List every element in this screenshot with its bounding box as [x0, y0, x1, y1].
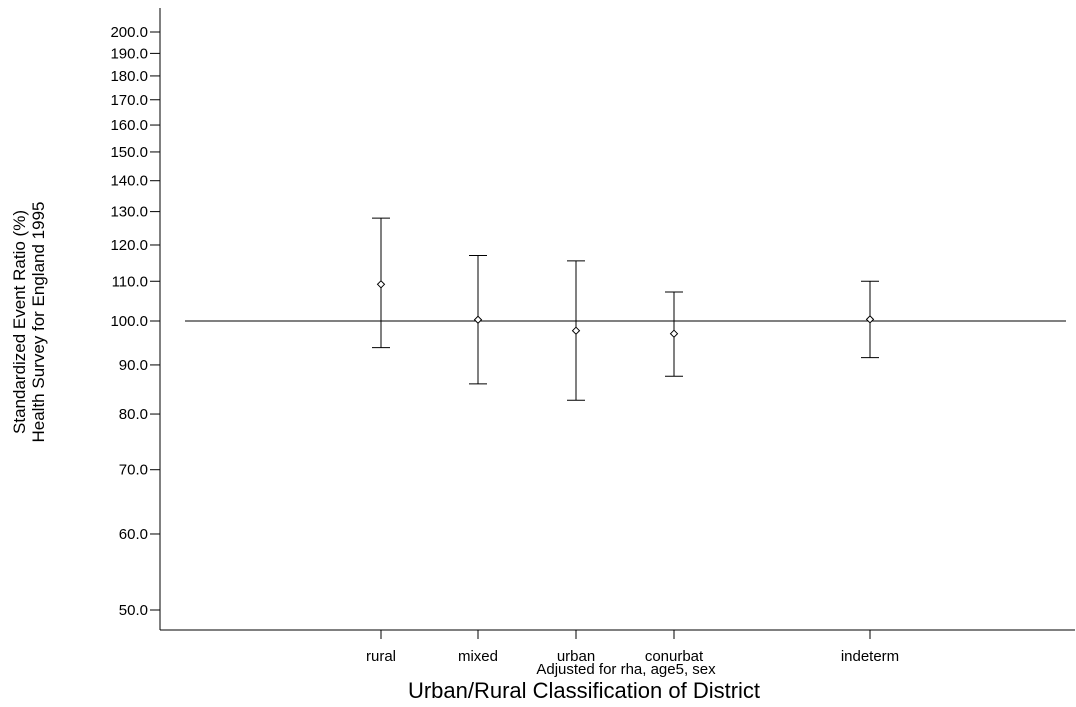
y-tick-label: 150.0	[110, 144, 148, 161]
x-tick-label-mixed: mixed	[458, 648, 498, 665]
y-tick-label: 50.0	[119, 602, 148, 619]
adjustment-note: Adjusted for rha, age5, sex	[536, 661, 716, 678]
y-tick-label: 190.0	[110, 45, 148, 62]
x-category-labels: rural mixed urban conurbat indeterm	[366, 630, 899, 665]
point-conurbat	[669, 329, 679, 338]
y-tick-label: 140.0	[110, 173, 148, 190]
y-tick-label: 200.0	[110, 24, 148, 41]
point-rural	[376, 280, 386, 289]
y-tick-label: 160.0	[110, 117, 148, 134]
point-indeterm	[865, 315, 875, 324]
y-tick-label: 130.0	[110, 204, 148, 221]
y-tick-label: 90.0	[119, 357, 148, 374]
y-tick-label: 170.0	[110, 92, 148, 109]
y-tick-label: 120.0	[110, 237, 148, 254]
y-tick-label: 100.0	[110, 313, 148, 330]
y-axis-title-line1: Standardized Event Ratio (%)	[10, 210, 29, 434]
x-axis-title: Urban/Rural Classification of District	[408, 678, 760, 703]
x-tick-label-urban: urban	[557, 648, 595, 665]
x-tick-label-conurbat: conurbat	[645, 648, 704, 665]
x-tick-label-rural: rural	[366, 648, 396, 665]
y-tick-label: 80.0	[119, 406, 148, 423]
y-ticks: 50.0 60.0 70.0 80.0 90.0 100.0 110.0 120.0 130.0…	[110, 24, 160, 619]
y-axis-title-line2: Health Survey for England 1995	[29, 202, 48, 443]
y-tick-label: 60.0	[119, 526, 148, 543]
x-tick-label-indeterm: indeterm	[841, 648, 899, 665]
y-tick-label: 110.0	[112, 273, 148, 290]
axes	[159, 8, 1075, 631]
point-mixed	[473, 315, 483, 324]
point-urban	[571, 326, 581, 335]
data-marks	[372, 217, 879, 401]
y-tick-label: 180.0	[110, 68, 148, 85]
y-tick-label: 70.0	[119, 462, 148, 479]
